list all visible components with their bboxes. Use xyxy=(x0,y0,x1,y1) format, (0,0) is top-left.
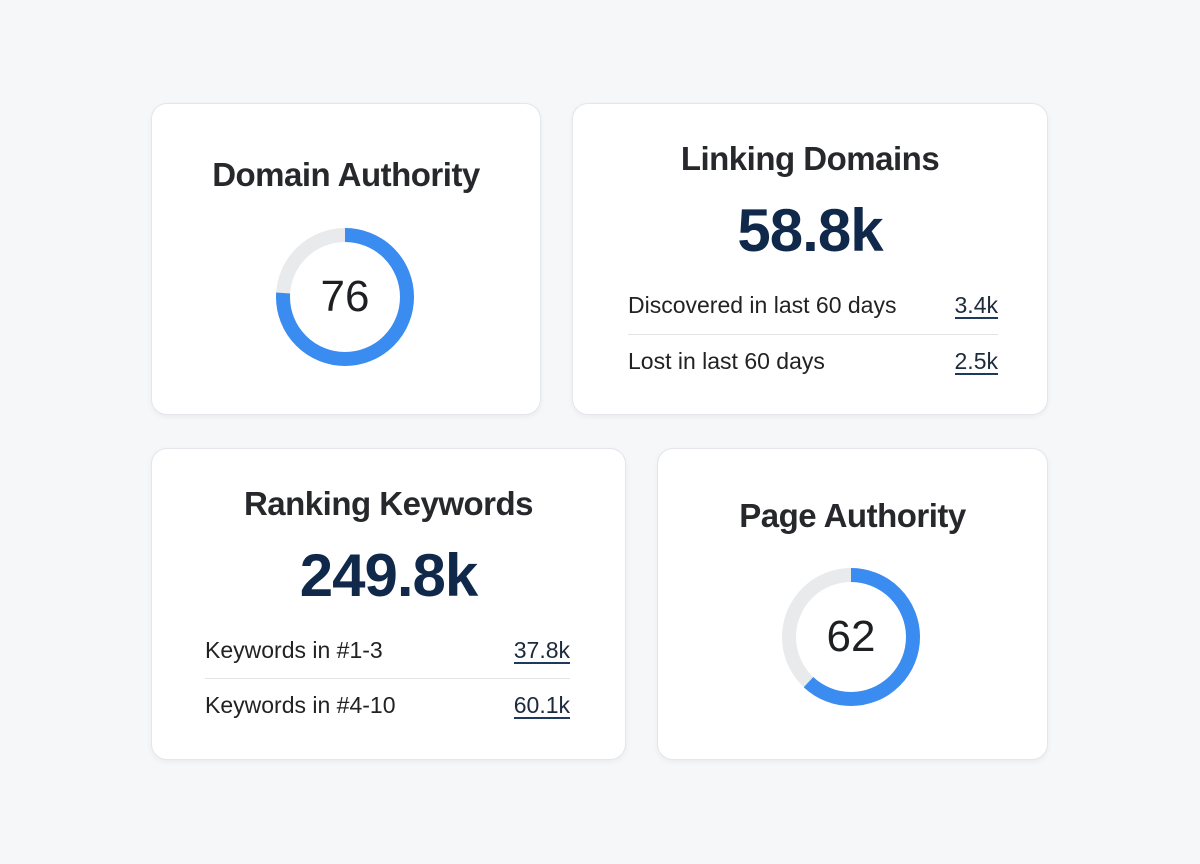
ranking-keywords-card: Ranking Keywords 249.8k Keywords in #1-3… xyxy=(151,448,626,760)
gauge-value: 62 xyxy=(826,612,876,661)
stat-value-link[interactable]: 37.8k xyxy=(513,636,570,664)
stat-row: Lost in last 60 days 2.5k xyxy=(628,348,998,375)
card-title: Ranking Keywords xyxy=(243,485,534,522)
domain-authority-gauge: 76 xyxy=(275,227,415,367)
stat-value-link[interactable]: 3.4k xyxy=(954,291,998,319)
card-title: Domain Authority xyxy=(212,156,480,193)
domain-authority-card: Domain Authority 76 xyxy=(151,103,541,415)
page-authority-gauge: 62 xyxy=(781,567,921,707)
stat-value-link[interactable]: 2.5k xyxy=(954,347,998,375)
stat-row: Discovered in last 60 days 3.4k xyxy=(628,292,998,319)
total-value: 58.8k xyxy=(737,197,883,264)
stat-row: Keywords in #1-3 37.8k xyxy=(205,637,570,664)
gauge-fill-arc xyxy=(782,568,920,706)
card-title: Page Authority xyxy=(739,497,966,534)
card-title: Linking Domains xyxy=(680,140,940,177)
gauge-value: 76 xyxy=(320,272,370,321)
stat-row: Keywords in #4-10 60.1k xyxy=(205,692,570,719)
divider xyxy=(628,334,998,335)
total-value: 249.8k xyxy=(299,542,479,609)
stat-label: Discovered in last 60 days xyxy=(628,292,897,318)
divider xyxy=(205,678,570,679)
linking-domains-card: Linking Domains 58.8k Discovered in last… xyxy=(572,103,1048,415)
stat-label: Keywords in #4-10 xyxy=(205,692,396,718)
stat-label: Keywords in #1-3 xyxy=(205,637,383,663)
stat-label: Lost in last 60 days xyxy=(628,348,825,374)
page-authority-card: Page Authority 62 xyxy=(657,448,1048,760)
stat-value-link[interactable]: 60.1k xyxy=(513,691,570,719)
gauge-fill-arc xyxy=(276,228,414,366)
